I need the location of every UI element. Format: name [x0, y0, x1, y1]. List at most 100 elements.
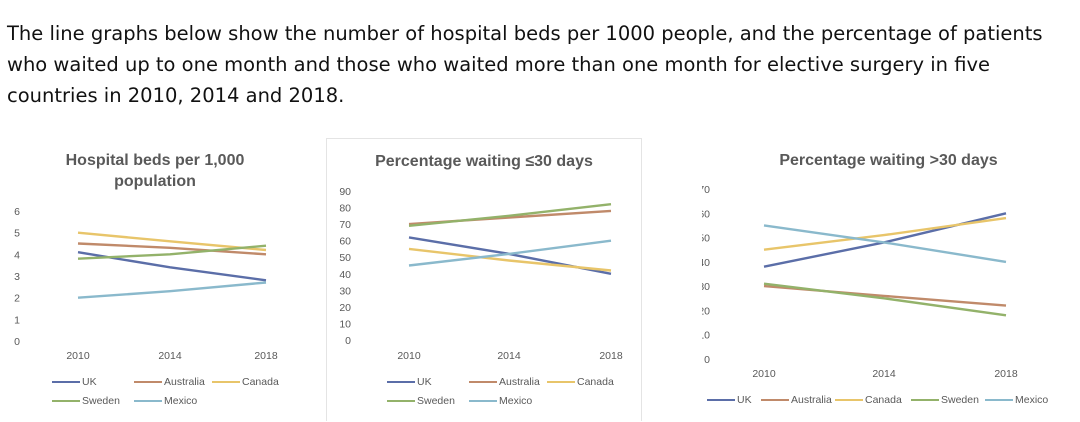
- legend-swatch: [387, 399, 415, 403]
- chart-plot-waiting-under-30: 0 10 20 30 40 50 60 70 80 90 2010 2014 2018: [339, 186, 623, 362]
- legend-swatch: [985, 398, 1013, 402]
- x-tick-label: 2018: [599, 350, 623, 362]
- series-line-canada: [763, 216, 1007, 251]
- legend-swatch: [52, 399, 80, 403]
- legend-item-uk: UK: [387, 376, 432, 388]
- legend-swatch: [707, 398, 735, 402]
- legend-swatch: [134, 380, 162, 384]
- y-tick-label: 10: [702, 330, 710, 342]
- x-tick-label: 2018: [994, 368, 1018, 380]
- y-tick-label: 50: [702, 233, 710, 245]
- series-line-sweden: [408, 203, 612, 227]
- legend-item-canada: Canada: [212, 376, 279, 388]
- series-line-uk: [763, 212, 1007, 268]
- legend-swatch: [52, 380, 80, 384]
- legend-item-canada: Canada: [547, 376, 614, 388]
- series-line-mexico: [77, 281, 267, 299]
- x-tick-label: 2018: [254, 350, 278, 362]
- legend-item-mexico: Mexico: [985, 394, 1048, 406]
- chart-title-line: Percentage waiting ≤30 days: [375, 153, 593, 170]
- y-tick-label: 20: [702, 305, 710, 317]
- legend-item-canada: Canada: [835, 394, 902, 406]
- legend-label: Sweden: [82, 395, 120, 407]
- legend-swatch: [469, 380, 497, 384]
- y-tick-label: 10: [339, 318, 351, 330]
- chart-title-line: population: [114, 173, 196, 190]
- y-tick-label: 80: [339, 203, 351, 215]
- y-tick-label: 40: [339, 269, 351, 281]
- y-tick-label: 40: [702, 257, 710, 269]
- legend-item-uk: UK: [52, 376, 97, 388]
- legend-label: Canada: [865, 394, 902, 406]
- legend-item-mexico: Mexico: [134, 395, 197, 407]
- x-tick-label: 2014: [158, 350, 182, 362]
- chart-title-line: Percentage waiting >30 days: [779, 152, 998, 169]
- legend-label: Mexico: [1015, 394, 1049, 406]
- legend-item-australia: Australia: [761, 394, 832, 406]
- y-tick-label: 0: [14, 336, 20, 348]
- y-tick-label: 1: [14, 314, 20, 326]
- legend-swatch: [835, 398, 863, 402]
- series-line-australia: [77, 242, 267, 256]
- legend-swatch: [134, 399, 162, 403]
- y-tick-label: 60: [702, 208, 710, 220]
- chart-waiting-over-30: Percentage waiting >30 days 0 10 20 30 40 50 6…: [702, 138, 1080, 422]
- legend-label: UK: [417, 376, 432, 388]
- intro-paragraph: The line graphs below show the number of…: [7, 22, 1043, 107]
- legend-swatch: [761, 398, 789, 402]
- series-line-canada: [408, 247, 612, 272]
- y-tick-label: 5: [14, 228, 20, 240]
- y-tick-label: 30: [339, 285, 351, 297]
- chart-waiting-under-30: Percentage waiting ≤30 days 0 10 20 30 40 50 6…: [326, 138, 642, 421]
- legend-label: Sweden: [941, 394, 979, 406]
- chart-plot-waiting-over-30: 0 10 20 30 40 50 60 70 2010 2014 2018: [702, 184, 1018, 380]
- y-tick-label: 4: [14, 249, 20, 261]
- y-tick-label: 3: [14, 271, 20, 283]
- y-tick-label: 6: [14, 206, 20, 218]
- y-tick-label: 0: [704, 354, 710, 366]
- legend-label: Sweden: [417, 395, 455, 407]
- series-line-mexico: [763, 224, 1007, 264]
- series-line-sweden: [77, 244, 267, 260]
- legend-label: UK: [737, 394, 752, 406]
- y-tick-label: 30: [702, 281, 710, 293]
- legend-item-sweden: Sweden: [387, 395, 455, 407]
- legend-item-australia: Australia: [134, 376, 205, 388]
- legend-label: Mexico: [499, 395, 533, 407]
- y-tick-label: 50: [339, 252, 351, 264]
- chart-plot-hospital-beds: 0 1 2 3 4 5 6 2010 2014 2018: [14, 206, 278, 362]
- y-tick-label: 60: [339, 236, 351, 248]
- series-line-sweden: [763, 282, 1007, 317]
- legend-label: Australia: [164, 376, 205, 388]
- legend-swatch: [911, 398, 939, 402]
- legend-label: Canada: [242, 376, 279, 388]
- x-tick-label: 2010: [752, 368, 776, 380]
- y-tick-label: 20: [339, 302, 351, 314]
- legend-label: Mexico: [164, 395, 198, 407]
- legend-item-uk: UK: [707, 394, 752, 406]
- legend-label: Canada: [577, 376, 614, 388]
- chart-hospital-beds: Hospital beds per 1,000 population 0 1 2 3 4…: [0, 138, 322, 422]
- y-tick-label: 2: [14, 293, 20, 305]
- legend-label: Australia: [791, 394, 832, 406]
- legend-swatch: [387, 380, 415, 384]
- legend-swatch: [469, 399, 497, 403]
- series-line-mexico: [408, 239, 612, 267]
- legend-item-australia: Australia: [469, 376, 540, 388]
- legend-item-mexico: Mexico: [469, 395, 532, 407]
- y-tick-label: 70: [339, 219, 351, 231]
- y-tick-label: 70: [702, 184, 710, 196]
- x-tick-label: 2014: [872, 368, 896, 380]
- legend-swatch: [547, 380, 575, 384]
- x-tick-label: 2010: [66, 350, 90, 362]
- x-tick-label: 2010: [397, 350, 421, 362]
- legend-label: Australia: [499, 376, 540, 388]
- y-tick-label: 90: [339, 186, 351, 198]
- y-tick-label: 0: [345, 335, 351, 347]
- legend-label: UK: [82, 376, 97, 388]
- chart-title-line: Hospital beds per 1,000: [65, 152, 245, 169]
- legend-swatch: [212, 380, 240, 384]
- legend-item-sweden: Sweden: [52, 395, 120, 407]
- x-tick-label: 2014: [497, 350, 521, 362]
- series-line-canada: [77, 231, 267, 252]
